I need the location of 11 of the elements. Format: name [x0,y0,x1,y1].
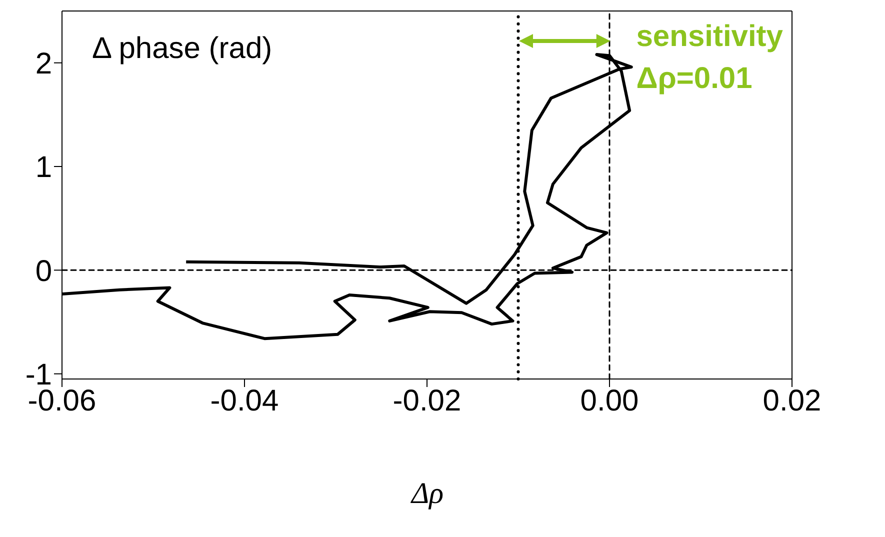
x-tick-label: 0.00 [580,384,639,418]
x-axis-title: Δρ [410,477,444,511]
y-tick-label: 2 [35,47,52,80]
x-tick-label: -0.02 [392,384,462,418]
y-tick-label: 0 [35,254,52,288]
x-tick-label: -0.06 [28,384,96,418]
x-tick-label: 0.02 [762,384,822,418]
annotation: sensitivity Δρ=0.01 [636,19,784,97]
x-tick-label: -0.04 [210,384,279,418]
y-axis-title: Δ phase (rad) [92,32,272,66]
y-tick-label: 1 [35,151,52,184]
